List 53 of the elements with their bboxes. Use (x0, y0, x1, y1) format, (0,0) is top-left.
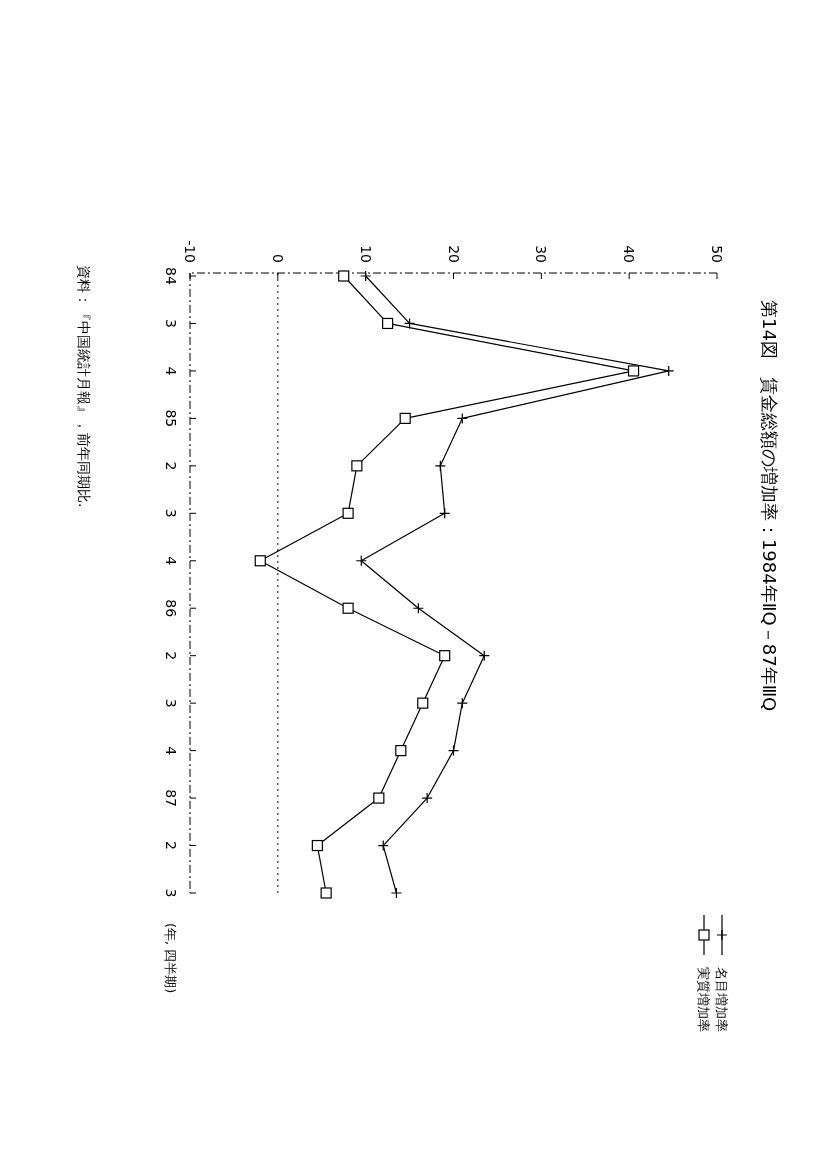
point (417, 697, 429, 709)
point (447, 745, 460, 757)
point (456, 412, 468, 424)
x-tick-label: 10 (357, 245, 374, 263)
y-tick-label: 84 (163, 267, 179, 285)
point (439, 650, 451, 662)
x-tick-label: 20 (445, 245, 462, 263)
point (412, 602, 424, 614)
y-tick-label: 4 (163, 366, 179, 376)
y-tick-label: 85 (163, 409, 179, 428)
y-axis-title: (年, 四半期) (163, 923, 178, 994)
point (478, 650, 490, 662)
point (663, 365, 675, 377)
y-tick-label: 2 (163, 461, 179, 471)
point (342, 507, 354, 519)
point (421, 792, 433, 804)
y-tick-label: 3 (163, 508, 179, 518)
point (351, 460, 363, 472)
point (434, 460, 446, 472)
point (627, 365, 640, 377)
point (382, 317, 394, 330)
text: 実質増加率 (696, 967, 711, 1032)
y-tick-label: 2 (163, 651, 179, 661)
point (439, 507, 451, 519)
x-tick-label: 40 (621, 245, 638, 263)
point (373, 792, 385, 804)
x-tick-label: 0 (269, 254, 286, 263)
point (355, 555, 367, 567)
point (390, 887, 403, 899)
y-tick-label: 3 (163, 319, 179, 328)
point (399, 412, 411, 424)
y-tick-label: 87 (163, 789, 179, 807)
text: 資料：『中国統計月報』，前年同期比. (76, 265, 92, 508)
x-tick-label: 30 (533, 245, 550, 263)
point (403, 317, 416, 330)
y-tick-label: 3 (163, 888, 179, 898)
text: 第14図 賃金総額の増加率：1984年ⅡQ－87年ⅢQ (759, 300, 780, 712)
y-tick-label: 3 (163, 698, 179, 708)
point (342, 602, 354, 614)
point (320, 887, 332, 899)
text: 名目増加率 (714, 967, 729, 1032)
y-tick-label: 86 (163, 599, 179, 618)
x-tick-label: 50 (709, 245, 725, 263)
point (456, 697, 468, 709)
x-tick-label: -10 (182, 240, 198, 263)
point (395, 745, 407, 757)
point (377, 839, 389, 852)
point (311, 839, 323, 852)
y-tick-label: 4 (163, 556, 179, 566)
y-tick-label: 2 (163, 841, 179, 850)
y-tick-label: 4 (163, 746, 179, 756)
point (338, 270, 350, 282)
point (254, 555, 266, 567)
